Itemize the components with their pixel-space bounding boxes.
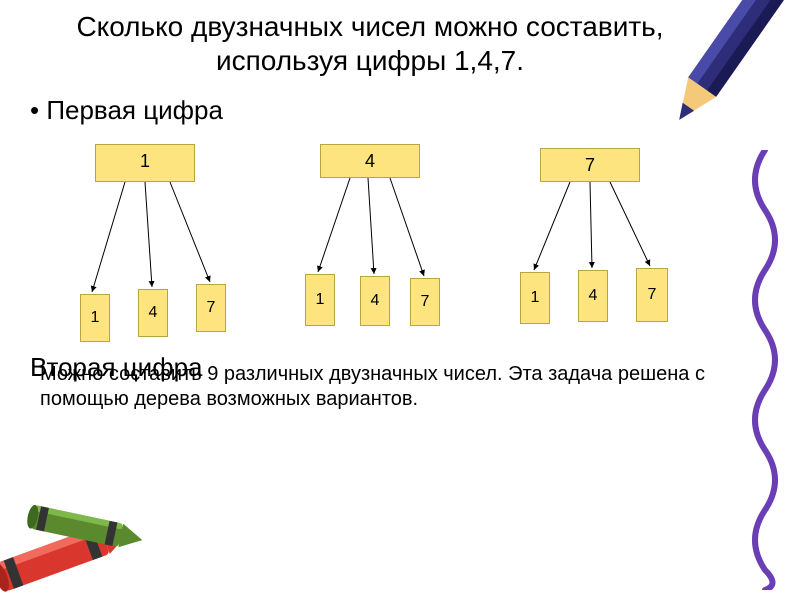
tree-leaf-node: 4 [360,276,390,326]
second-digit-label: Вторая цифра [30,352,203,383]
tree-leaf-node: 4 [578,270,608,322]
tree-root-node: 1 [95,144,195,182]
tree-root-node: 4 [320,144,420,178]
tree-leaf-node: 1 [305,274,335,326]
tree-leaf-node: 4 [138,289,168,337]
crayons-icon [0,485,160,605]
tree-leaf-node: 1 [80,294,110,342]
pencil-icon [650,0,800,150]
tree-leaf-node: 7 [196,284,226,332]
tree-diagram: 147147147147 [0,144,800,354]
squiggle-icon [740,150,790,590]
tree-leaf-node: 7 [636,268,668,322]
tree-leaf-node: 7 [410,278,440,326]
tree-leaf-node: 1 [520,272,550,324]
tree-root-node: 7 [540,148,640,182]
